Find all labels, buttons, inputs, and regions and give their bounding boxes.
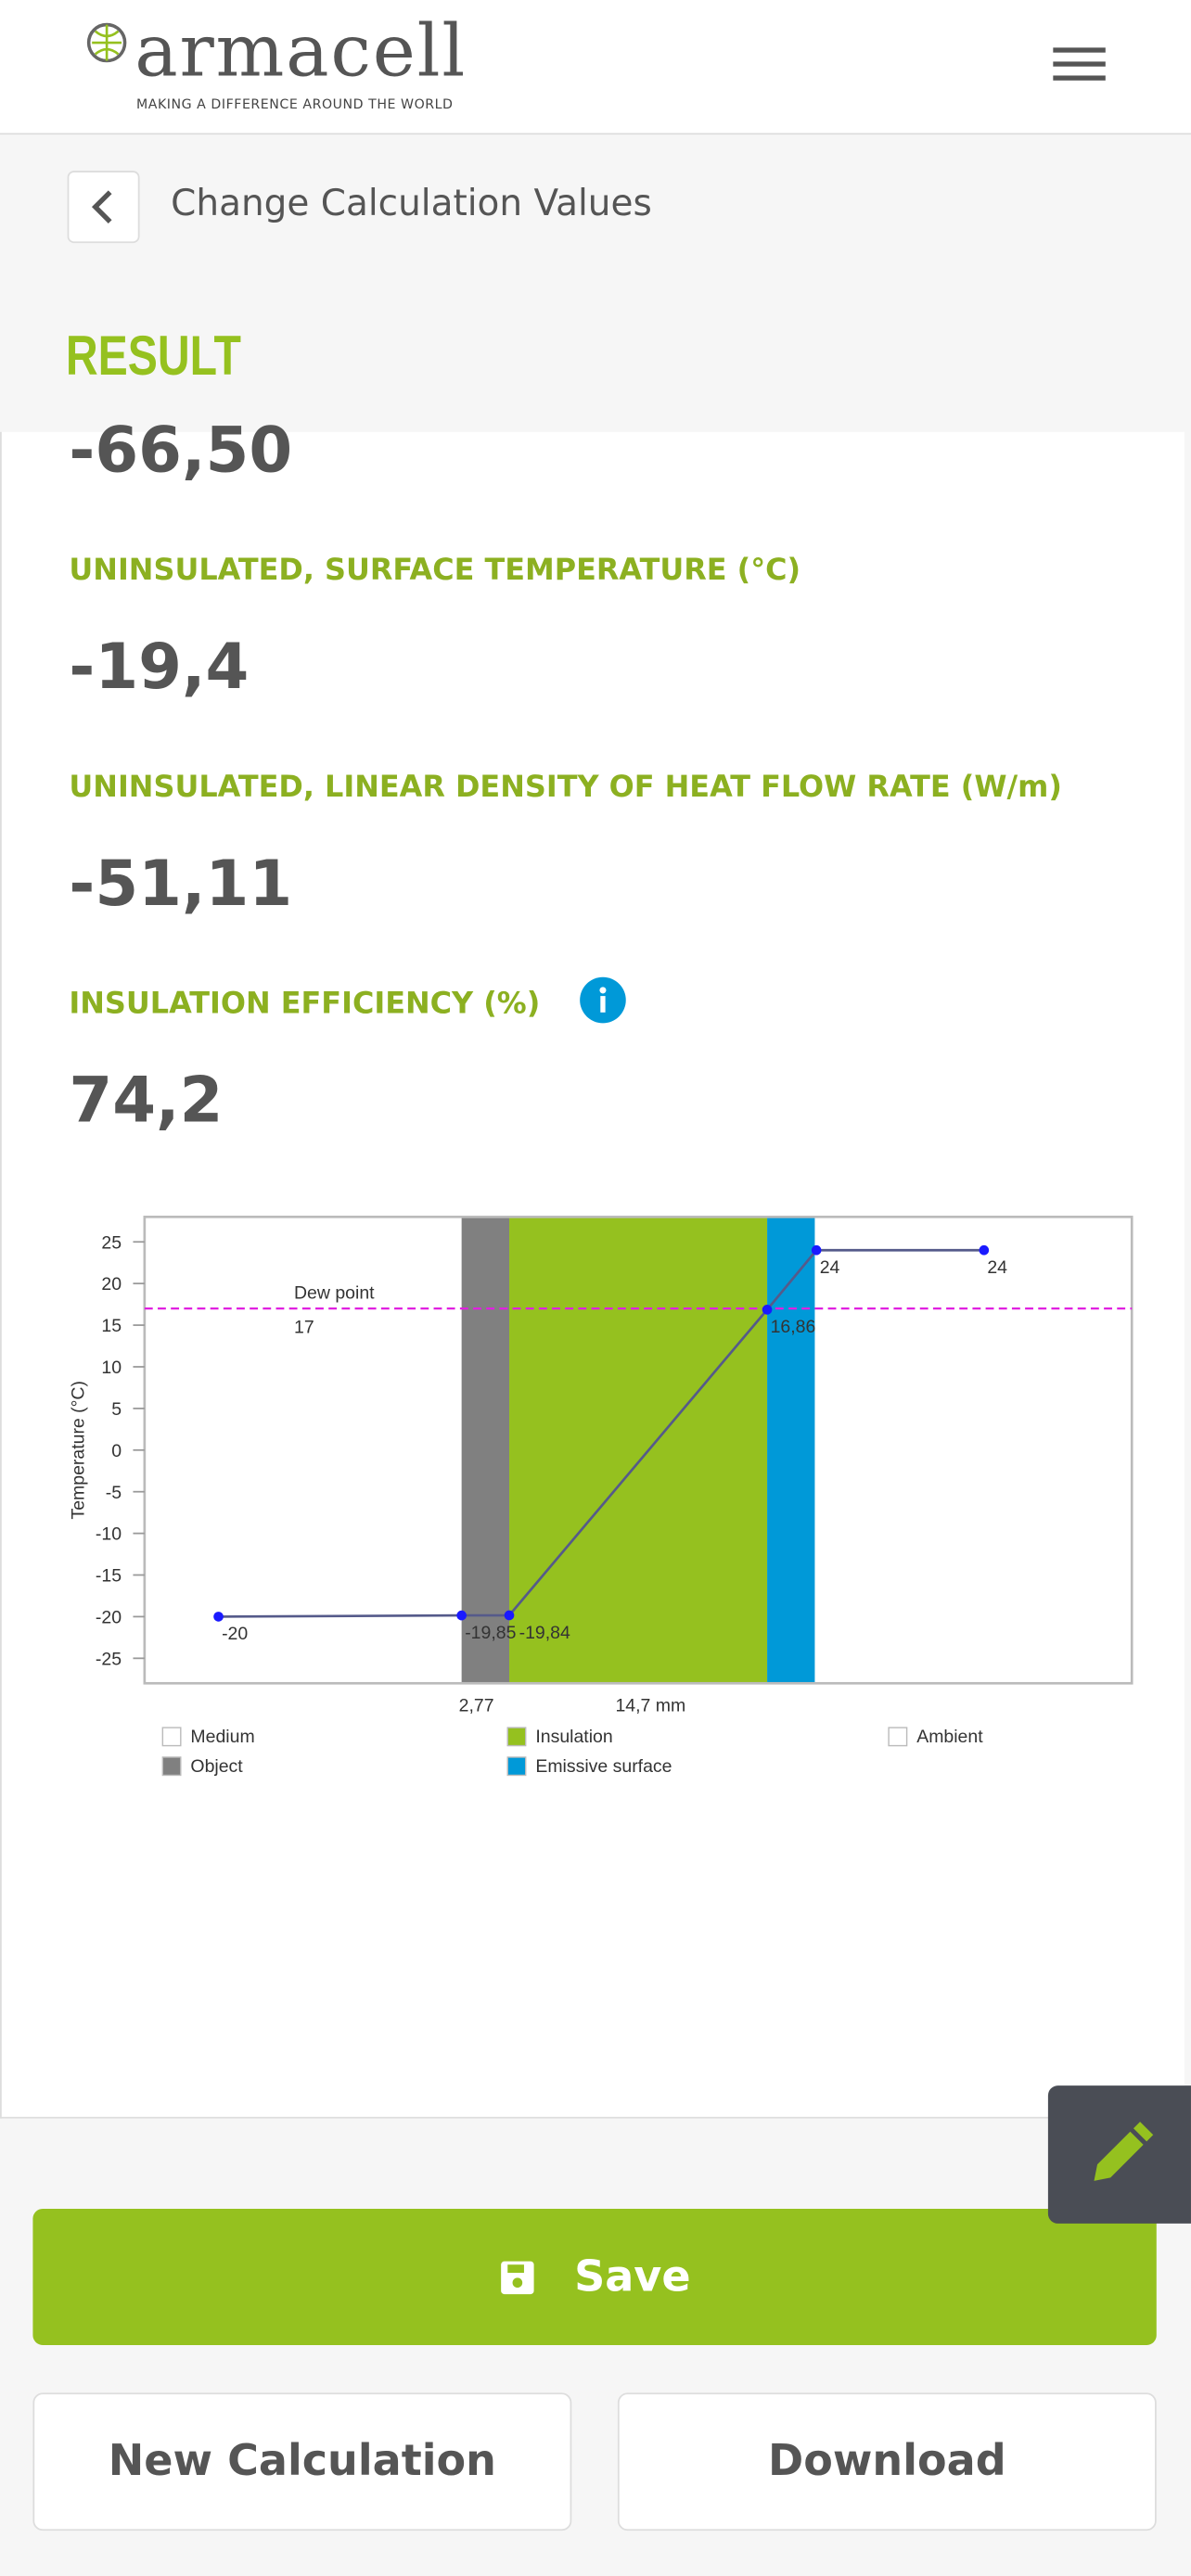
legend-label: Medium bbox=[190, 1727, 254, 1747]
download-button[interactable]: Download bbox=[617, 2392, 1157, 2531]
legend-label: Object bbox=[190, 1756, 243, 1777]
legend-swatch bbox=[506, 1727, 527, 1747]
result-value: 74,2 bbox=[69, 1064, 224, 1137]
point-label: 24 bbox=[820, 1257, 840, 1278]
legend-swatch bbox=[506, 1756, 527, 1777]
result-label: INSULATION EFFICIENCY (%) bbox=[69, 987, 541, 1022]
info-icon[interactable] bbox=[578, 976, 627, 1025]
plot-frame bbox=[143, 1215, 1133, 1685]
logo[interactable]: armacell bbox=[134, 9, 467, 94]
temperature-point bbox=[762, 1305, 773, 1315]
x-label: 14,7 mm bbox=[615, 1695, 685, 1715]
legend-label: Insulation bbox=[535, 1727, 612, 1747]
save-label: Save bbox=[574, 2251, 691, 2302]
logo-icon bbox=[86, 22, 127, 63]
dew-point-label: Dew point bbox=[294, 1282, 375, 1303]
y-tick-label: -10 bbox=[96, 1524, 122, 1545]
temperature-line bbox=[218, 1248, 984, 1618]
save-icon bbox=[500, 2260, 533, 2294]
point-label: -19,85 bbox=[465, 1623, 516, 1643]
y-tick-label: 0 bbox=[111, 1441, 122, 1461]
y-tick-label: 15 bbox=[101, 1316, 122, 1336]
temperature-point bbox=[504, 1610, 515, 1621]
edit-icon bbox=[1094, 2122, 1154, 2181]
y-tick-label: 25 bbox=[101, 1232, 122, 1253]
edit-button[interactable] bbox=[1047, 2085, 1191, 2224]
y-tick-label: 5 bbox=[111, 1399, 122, 1420]
save-button[interactable]: Save bbox=[32, 2208, 1157, 2345]
legend-swatch bbox=[888, 1727, 908, 1747]
y-tick-label: 10 bbox=[101, 1358, 122, 1378]
point-label: -20 bbox=[222, 1624, 248, 1644]
legend-swatch bbox=[161, 1727, 182, 1747]
point-label: 24 bbox=[987, 1257, 1007, 1278]
y-tick-label: -25 bbox=[96, 1649, 122, 1669]
back-label[interactable]: Change Calculation Values bbox=[171, 184, 652, 225]
result-value: -19,4 bbox=[69, 631, 250, 703]
tagline: MAKING A DIFFERENCE AROUND THE WORLD bbox=[135, 96, 454, 112]
y-tick-label: 20 bbox=[101, 1274, 122, 1294]
temperature-point bbox=[213, 1612, 224, 1622]
x-label: 2,77 bbox=[459, 1695, 494, 1715]
result-label: UNINSULATED, SURFACE TEMPERATURE (°C) bbox=[69, 553, 801, 589]
result-value: -66,50 bbox=[69, 414, 293, 487]
button-label: New Calculation bbox=[108, 2437, 496, 2487]
layer-band bbox=[461, 1217, 510, 1684]
legend-label: Emissive surface bbox=[535, 1756, 672, 1777]
layer-band bbox=[767, 1217, 815, 1684]
layer-band bbox=[509, 1217, 768, 1684]
temperature-point bbox=[811, 1244, 822, 1256]
legend-label: Ambient bbox=[916, 1727, 983, 1747]
dew-point-value: 17 bbox=[294, 1318, 314, 1338]
result-label: UNINSULATED, LINEAR DENSITY OF HEAT FLOW… bbox=[69, 770, 1062, 805]
section-title: RESULT bbox=[65, 325, 241, 388]
y-tick-label: -20 bbox=[96, 1608, 122, 1628]
point-label: -19,84 bbox=[519, 1623, 570, 1643]
result-value: -51,11 bbox=[69, 847, 293, 920]
temperature-point bbox=[456, 1610, 467, 1621]
header: armacell MAKING A DIFFERENCE AROUND THE … bbox=[0, 0, 1191, 135]
temperature-point bbox=[979, 1244, 990, 1256]
back-icon bbox=[91, 190, 112, 223]
new-calculation-button[interactable]: New Calculation bbox=[32, 2392, 572, 2531]
button-label: Download bbox=[768, 2437, 1006, 2487]
y-tick-label: -15 bbox=[96, 1566, 122, 1587]
back-button[interactable] bbox=[67, 171, 140, 244]
legend-swatch bbox=[161, 1756, 182, 1777]
menu-button[interactable] bbox=[1053, 46, 1106, 83]
point-label: 16,86 bbox=[771, 1317, 816, 1337]
y-tick-label: -5 bbox=[106, 1483, 122, 1503]
y-axis-title: Temperature (°C) bbox=[68, 1381, 88, 1520]
